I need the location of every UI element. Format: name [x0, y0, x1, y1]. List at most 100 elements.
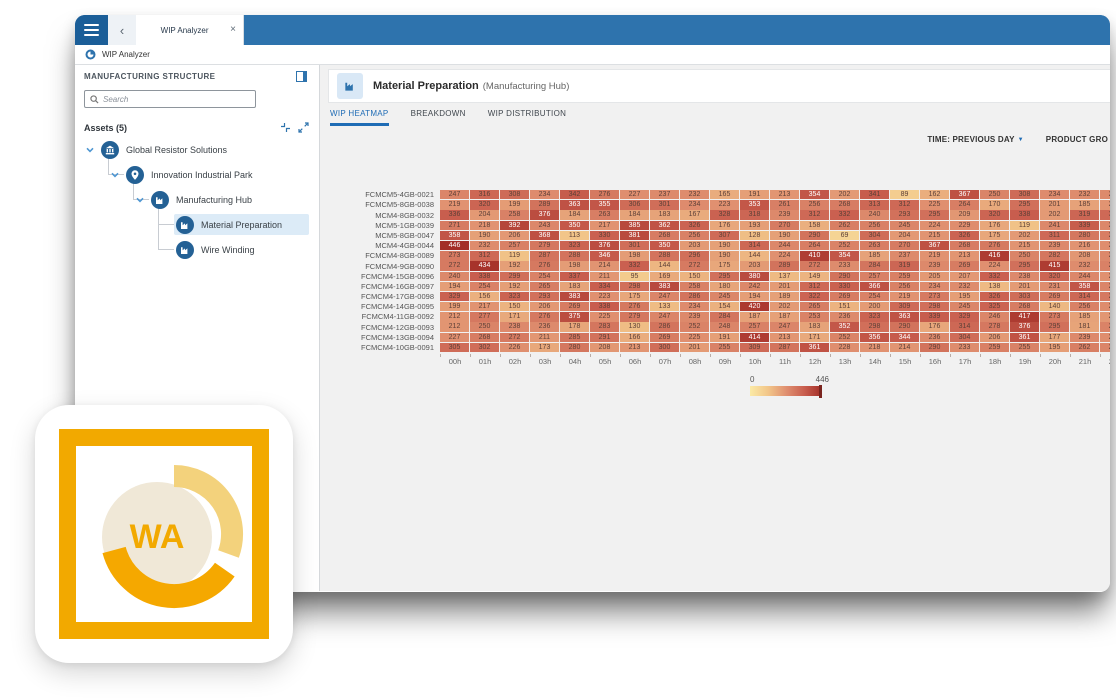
heatmap-cell[interactable]: 185: [1070, 200, 1099, 210]
heatmap-cell[interactable]: 144: [650, 261, 679, 271]
heatmap-cell[interactable]: 361: [800, 342, 829, 353]
heatmap-cell[interactable]: 218: [470, 220, 499, 230]
heatmap-cell[interactable]: 201: [680, 342, 709, 353]
heatmap-cell[interactable]: 259: [980, 342, 1009, 353]
heatmap-cell[interactable]: 242: [740, 281, 769, 292]
back-chevron-icon[interactable]: ‹: [108, 15, 136, 45]
heatmap-cell[interactable]: 355: [590, 200, 619, 210]
heatmap-cell[interactable]: 175: [980, 230, 1009, 241]
heatmap-cell[interactable]: 119: [1010, 220, 1039, 230]
tab-wip-heatmap[interactable]: WIP HEATMAP: [330, 109, 389, 126]
heatmap-cell[interactable]: 265: [530, 281, 559, 292]
heatmap-cell[interactable]: 367: [920, 240, 949, 251]
heatmap-cell[interactable]: 212: [440, 322, 469, 332]
heatmap-cell[interactable]: 259: [890, 271, 919, 281]
heatmap-cell[interactable]: 224: [920, 220, 949, 230]
heatmap-cell[interactable]: 211: [590, 271, 619, 281]
heatmap-cell[interactable]: 176: [980, 220, 1009, 230]
heatmap-cell[interactable]: 286: [650, 322, 679, 332]
heatmap-cell[interactable]: 263: [860, 240, 889, 251]
heatmap-cell[interactable]: 250: [1010, 251, 1039, 261]
heatmap-cell[interactable]: 219: [440, 200, 469, 210]
heatmap-cell[interactable]: 151: [830, 302, 859, 312]
heatmap-cell[interactable]: 252: [830, 240, 859, 251]
heatmap-cell[interactable]: 269: [650, 332, 679, 343]
heatmap-cell[interactable]: 376: [530, 210, 559, 220]
chevron-down-icon[interactable]: [85, 145, 99, 155]
heatmap-cell[interactable]: 202: [1040, 210, 1069, 220]
heatmap-cell[interactable]: 217: [470, 302, 499, 312]
heatmap-cell[interactable]: 208: [1070, 251, 1099, 261]
heatmap-cell[interactable]: 252: [830, 332, 859, 343]
heatmap-cell[interactable]: 326: [980, 291, 1009, 302]
heatmap-cell[interactable]: 323: [500, 291, 529, 302]
heatmap-cell[interactable]: 326: [680, 220, 709, 230]
heatmap-cell[interactable]: 305: [440, 342, 469, 353]
heatmap-cell[interactable]: 256: [890, 281, 919, 292]
heatmap-cell[interactable]: 248: [710, 322, 739, 332]
heatmap-cell[interactable]: 238: [500, 322, 529, 332]
heatmap-cell[interactable]: 228: [830, 342, 859, 353]
heatmap-cell[interactable]: 237: [890, 251, 919, 261]
heatmap-cell[interactable]: 214: [590, 261, 619, 271]
heatmap-cell[interactable]: 383: [650, 281, 679, 292]
heatmap-cell[interactable]: 183: [800, 322, 829, 332]
heatmap-cell[interactable]: 309: [890, 302, 919, 312]
heatmap-cell[interactable]: 269: [1040, 291, 1069, 302]
heatmap-cell[interactable]: 185: [1070, 312, 1099, 322]
heatmap-cell[interactable]: 280: [560, 342, 589, 353]
time-filter-dropdown[interactable]: TIME: PREVIOUS DAY ▼: [927, 135, 1024, 144]
heatmap-cell[interactable]: 319: [1070, 210, 1099, 220]
heatmap-cell[interactable]: 165: [710, 190, 739, 200]
heatmap-cell[interactable]: 323: [860, 312, 889, 322]
heatmap-cell[interactable]: 133: [650, 302, 679, 312]
heatmap-cell[interactable]: 231: [1040, 281, 1069, 292]
heatmap-cell[interactable]: 338: [590, 302, 619, 312]
heatmap-cell[interactable]: 246: [980, 312, 1009, 322]
heatmap-cell[interactable]: 257: [1100, 261, 1110, 271]
heatmap-cell[interactable]: 329: [440, 291, 469, 302]
heatmap-cell[interactable]: 198: [620, 251, 649, 261]
heatmap-cell[interactable]: 342: [560, 190, 589, 200]
heatmap-cell[interactable]: 203: [740, 261, 769, 271]
heatmap-cell[interactable]: 206: [980, 332, 1009, 343]
heatmap-cell[interactable]: 206: [500, 230, 529, 241]
heatmap-cell[interactable]: 352: [830, 322, 859, 332]
heatmap-cell[interactable]: 234: [530, 190, 559, 200]
heatmap-cell[interactable]: 214: [890, 342, 919, 353]
heatmap-cell[interactable]: 287: [770, 342, 799, 353]
heatmap-cell[interactable]: 289: [530, 200, 559, 210]
heatmap-cell[interactable]: 202: [770, 302, 799, 312]
heatmap-cell[interactable]: 282: [1040, 251, 1069, 261]
heatmap-cell[interactable]: 190: [710, 240, 739, 251]
heatmap-cell[interactable]: 252: [1100, 322, 1110, 332]
heatmap-cell[interactable]: 244: [770, 240, 799, 251]
heatmap-cell[interactable]: 319: [890, 261, 919, 271]
heatmap-cell[interactable]: 356: [860, 332, 889, 343]
heatmap-cell[interactable]: 255: [1010, 342, 1039, 353]
heatmap-cell[interactable]: 213: [770, 332, 799, 343]
heatmap-cell[interactable]: 330: [830, 281, 859, 292]
heatmap-cell[interactable]: 434: [470, 261, 499, 271]
heatmap-cell[interactable]: 237: [650, 190, 679, 200]
heatmap-cell[interactable]: 295: [1010, 261, 1039, 271]
heatmap-cell[interactable]: 234: [680, 200, 709, 210]
tab-wip-analyzer[interactable]: WIP Analyzer ×: [136, 15, 244, 45]
heatmap-cell[interactable]: 162: [920, 190, 949, 200]
heatmap-cell[interactable]: 326: [950, 230, 979, 241]
heatmap-cell[interactable]: 239: [1040, 240, 1069, 251]
heatmap-cell[interactable]: 264: [950, 200, 979, 210]
heatmap-cell[interactable]: 276: [980, 240, 1009, 251]
heatmap-cell[interactable]: 264: [800, 240, 829, 251]
heatmap-cell[interactable]: 208: [1100, 312, 1110, 322]
heatmap-cell[interactable]: 184: [620, 210, 649, 220]
heatmap-cell[interactable]: 330: [590, 230, 619, 241]
heatmap-cell[interactable]: 191: [710, 332, 739, 343]
heatmap-cell[interactable]: 301: [650, 200, 679, 210]
heatmap-cell[interactable]: 205: [920, 271, 949, 281]
heatmap-cell[interactable]: 239: [770, 210, 799, 220]
heatmap-cell[interactable]: 272: [500, 332, 529, 343]
tab-close-icon[interactable]: ×: [230, 24, 236, 35]
heatmap-cell[interactable]: 193: [740, 220, 769, 230]
heatmap-cell[interactable]: 243: [530, 220, 559, 230]
